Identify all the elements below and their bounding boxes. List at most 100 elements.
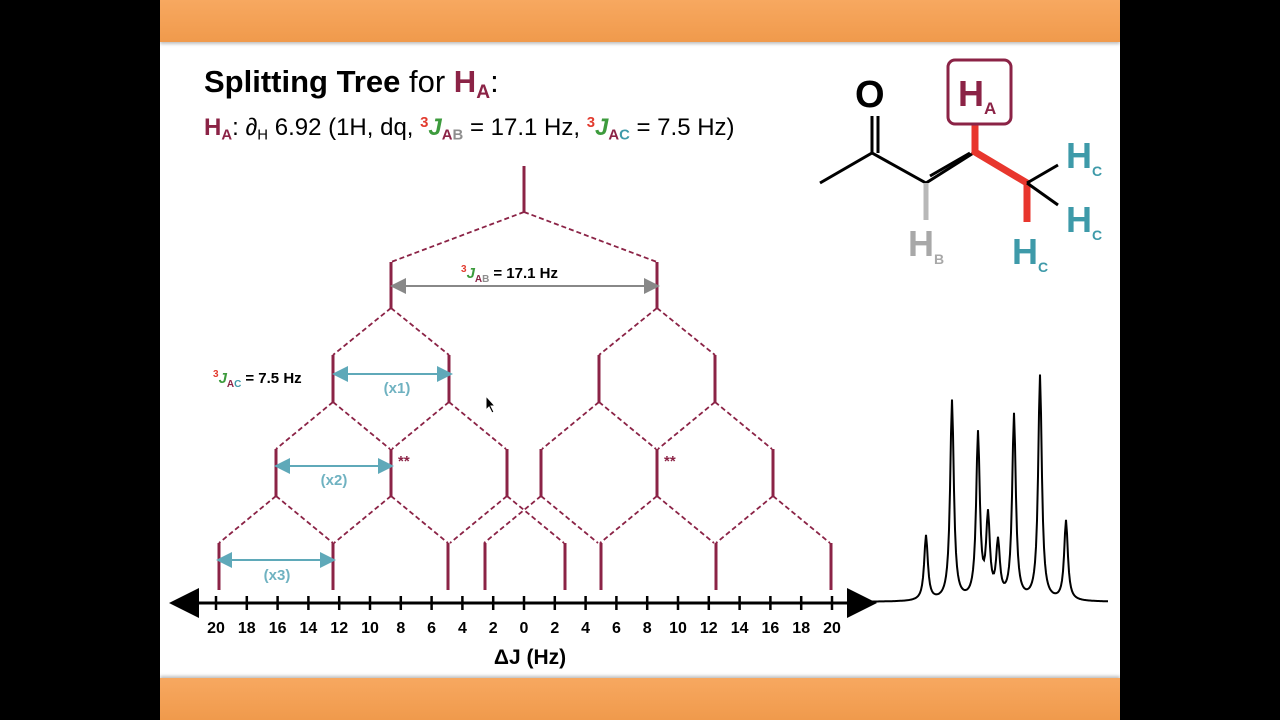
tree-branch: [598, 307, 658, 356]
hc-atom-1: HC: [1066, 135, 1102, 179]
axis-tick-label: 12: [330, 620, 348, 637]
top-banner: [160, 0, 1120, 42]
molecule-structure: O HA HB HC HC HC: [819, 58, 1102, 275]
multiplier-x1: (x1): [384, 380, 411, 397]
coupling-path-highlight: [971, 122, 1031, 222]
axis-tick-label: 14: [300, 620, 318, 637]
tree-branch: [275, 495, 334, 544]
jac-j: J: [594, 114, 609, 141]
jab-j: J: [428, 114, 442, 141]
delta-symbol: ∂: [245, 114, 258, 141]
axis-tick-label: 2: [489, 620, 498, 637]
tree-branch: [598, 401, 657, 450]
axis-label: ΔJ (Hz): [494, 646, 566, 669]
tree-branch: [332, 307, 392, 356]
multiplier-x3: (x3): [264, 567, 291, 584]
title-bold: Splitting Tree: [204, 64, 401, 99]
tree-branch: [506, 495, 565, 544]
jac-sup: 3: [586, 114, 595, 131]
shift-text: 6.92 (1H, dq,: [268, 114, 421, 141]
axis-ticks: 20 18 16 14 12 10 8 6 4 2 0 2 4 6 8 10 12 14 16 18 20: [207, 596, 841, 637]
axis-tick-label: 6: [427, 620, 436, 637]
tree-branch: [656, 495, 715, 544]
alkene-second-bond: [929, 151, 971, 178]
axis-tick-label: 6: [612, 620, 621, 637]
tree-branch: [657, 401, 716, 450]
axis-tick-label: 10: [361, 620, 379, 637]
carbon-chain: [819, 150, 976, 185]
axis-tick-label: 16: [269, 620, 287, 637]
tree-lines: [217, 166, 833, 590]
tree-branch: [448, 401, 507, 450]
tree-branch: [275, 401, 334, 450]
jab-value: = 17.1 Hz,: [463, 114, 587, 141]
jab-sub-b: B: [452, 127, 464, 144]
multiplier-x2: (x2): [321, 472, 348, 489]
title-colon: :: [490, 64, 499, 99]
tree-branch: [483, 495, 542, 544]
axis-tick-label: 8: [643, 620, 652, 637]
hb-atom: HB: [908, 223, 944, 267]
axis-tick-label: 12: [700, 620, 718, 637]
tree-branch: [391, 401, 450, 450]
axis-tick-label: 16: [762, 620, 780, 637]
tree-branch: [599, 495, 658, 544]
jab-sup: 3: [420, 114, 429, 131]
tree-branch: [390, 307, 450, 356]
bottom-banner: [160, 678, 1120, 720]
tree-branch: [715, 495, 774, 544]
axis-tick-label: 2: [550, 620, 559, 637]
degenerate-marker-left: **: [398, 453, 410, 470]
title-ha: HA: [453, 64, 490, 103]
tree-branch: [390, 211, 525, 263]
hc-atom-2: HC: [1066, 199, 1102, 243]
tree-branch: [333, 495, 392, 544]
ch3-bond-1: [1026, 163, 1059, 185]
title-for: for: [408, 64, 446, 99]
ch3-bond-2: [1026, 181, 1059, 207]
title-h: H: [453, 64, 477, 99]
tree-branch: [541, 401, 600, 450]
axis-tick-label: 18: [238, 620, 256, 637]
jab-label: 3JAB = 17.1 Hz: [461, 264, 558, 285]
degenerate-marker-right: **: [664, 453, 676, 470]
axis-tick-label: 8: [396, 620, 405, 637]
axis-tick-label: 20: [823, 620, 841, 637]
axis-tick-label: 0: [520, 620, 529, 637]
jac-sub-c: C: [619, 127, 630, 144]
nmr-h: H: [204, 114, 222, 141]
tree-branch: [332, 401, 391, 450]
axis-tick-label: 14: [731, 620, 749, 637]
tree-branch: [656, 307, 716, 356]
title-h-sub: A: [476, 81, 491, 103]
jac-label: 3JAC = 7.5 Hz: [213, 369, 302, 390]
axis-tick-label: 20: [207, 620, 225, 637]
nmr-h-sub: A: [221, 127, 233, 144]
tree-branch: [540, 495, 599, 544]
tree-branch: [218, 495, 277, 544]
ha-atom: HA: [958, 73, 996, 118]
axis-tick-label: 18: [792, 620, 810, 637]
nmr-ha: HA: [204, 114, 233, 144]
tree-branch: [449, 495, 508, 544]
ha-highlight-box: [946, 58, 1013, 126]
slide-title: Splitting Tree for HA:: [204, 64, 499, 104]
jab-sub-a: A: [441, 127, 453, 144]
oxygen-atom: O: [855, 74, 885, 116]
hc-atom-3: HC: [1012, 231, 1048, 275]
tree-branch: [772, 495, 831, 544]
jac-value: = 7.5 Hz): [629, 114, 735, 141]
nmr-colon: :: [232, 114, 239, 141]
tree-branch: [714, 401, 773, 450]
multiplet-spectrum: [872, 374, 1108, 603]
axis-tick-label: 4: [458, 620, 467, 637]
tree-branch: [390, 495, 449, 544]
axis-tick-label: 4: [581, 620, 590, 637]
mouse-cursor: [485, 394, 497, 414]
axis-tick-label: 10: [669, 620, 687, 637]
tree-branch: [523, 211, 658, 263]
jac-sub-a: A: [608, 127, 620, 144]
delta-sub: H: [257, 127, 269, 144]
nmr-data-line: HA: ∂H 6.92 (1H, dq, 3JAB = 17.1 Hz, 3JA…: [204, 114, 735, 143]
